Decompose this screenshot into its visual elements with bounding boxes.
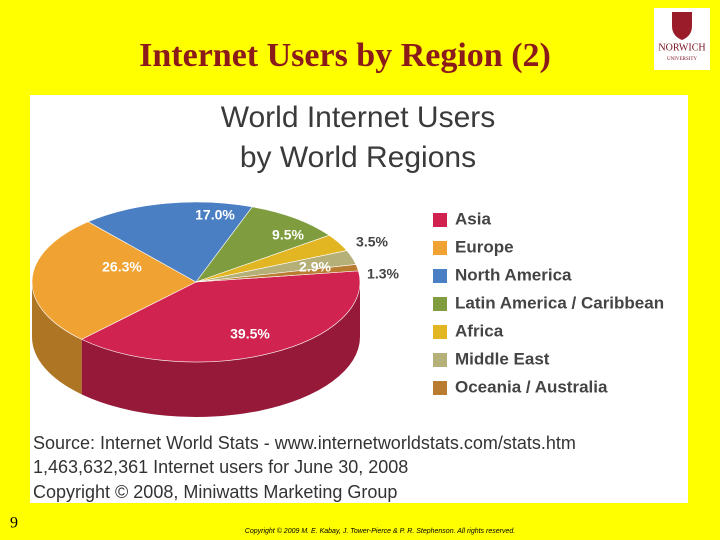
data-label: 26.3% bbox=[102, 259, 142, 275]
logo: NORWICH UNIVERSITY bbox=[654, 8, 710, 70]
data-label: 39.5% bbox=[230, 326, 270, 342]
legend-swatch bbox=[433, 325, 447, 339]
pie: 39.5% 26.3% 17.0% 9.5% 3.5% 2.9% 1.3% bbox=[31, 201, 400, 417]
data-label: 9.5% bbox=[272, 227, 304, 243]
legend-swatch bbox=[433, 241, 447, 255]
legend-label: North America bbox=[455, 265, 572, 284]
source-text: 1,463,632,361 Internet users for June 30… bbox=[33, 457, 408, 477]
slice bbox=[80, 270, 361, 363]
data-label: 3.5% bbox=[356, 234, 388, 250]
chart-title: World Internet Users bbox=[221, 101, 496, 134]
data-label: 1.3% bbox=[367, 266, 399, 282]
slide-title: Internet Users by Region (2) bbox=[139, 37, 551, 74]
logo-name: NORWICH bbox=[658, 42, 705, 53]
legend: Asia Europe North America Latin America / C… bbox=[433, 209, 664, 396]
logo-shield bbox=[672, 12, 692, 40]
legend-swatch bbox=[433, 297, 447, 311]
legend-label: Europe bbox=[455, 237, 514, 256]
legend-label: Africa bbox=[455, 321, 504, 340]
source-text: Source: Internet World Stats - www.inter… bbox=[33, 433, 576, 453]
slice bbox=[31, 221, 197, 340]
legend-swatch bbox=[433, 353, 447, 367]
legend-label: Asia bbox=[455, 209, 491, 228]
data-label: 17.0% bbox=[195, 207, 235, 223]
footer: Copyright © 2009 M. E. Kabay, J. Tower-P… bbox=[245, 527, 515, 535]
logo-sub: UNIVERSITY bbox=[667, 57, 697, 62]
legend-label: Oceania / Australia bbox=[455, 377, 608, 396]
slice-side bbox=[81, 282, 361, 417]
chart-title: by World Regions bbox=[240, 141, 476, 174]
slide-number: 9 bbox=[10, 515, 18, 532]
legend-swatch bbox=[433, 213, 447, 227]
data-label: 2.9% bbox=[299, 259, 331, 275]
slice-side bbox=[31, 282, 82, 395]
legend-label: Latin America / Caribbean bbox=[455, 293, 664, 312]
legend-swatch bbox=[433, 269, 447, 283]
source-text: Copyright © 2008, Miniwatts Marketing Gr… bbox=[33, 482, 397, 502]
legend-swatch bbox=[433, 381, 447, 395]
slice bbox=[87, 201, 253, 283]
slice bbox=[195, 206, 330, 283]
slice bbox=[195, 264, 359, 283]
legend-label: Middle East bbox=[455, 349, 550, 368]
